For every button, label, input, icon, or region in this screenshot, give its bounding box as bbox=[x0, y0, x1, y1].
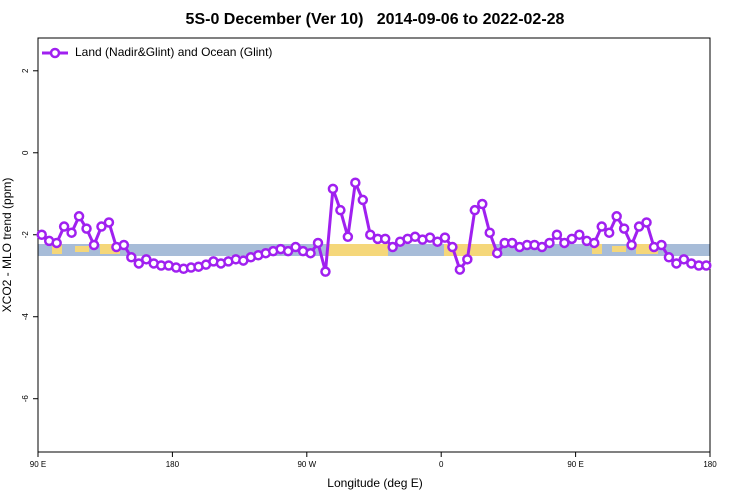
data-point bbox=[656, 239, 667, 251]
data-point bbox=[36, 229, 47, 241]
data-point bbox=[566, 233, 578, 245]
data-point bbox=[96, 221, 107, 232]
data-point bbox=[342, 231, 354, 243]
data-point bbox=[618, 223, 630, 234]
data-point bbox=[477, 198, 488, 210]
x-tick-label: 90 W bbox=[297, 460, 316, 469]
data-point bbox=[663, 252, 675, 263]
data-point bbox=[282, 245, 294, 257]
data-point bbox=[133, 258, 145, 269]
x-tick-label: 90 E bbox=[30, 460, 46, 469]
data-point bbox=[462, 254, 473, 265]
data-point bbox=[379, 233, 391, 245]
data-point bbox=[350, 177, 361, 188]
data-point bbox=[641, 217, 652, 228]
data-point bbox=[365, 229, 376, 241]
data-point bbox=[454, 264, 466, 275]
data-point bbox=[551, 229, 563, 241]
data-point bbox=[596, 221, 607, 232]
y-tick-label: -4 bbox=[21, 313, 30, 321]
data-point bbox=[574, 229, 585, 241]
data-point bbox=[126, 252, 137, 263]
plot-frame bbox=[37, 37, 711, 453]
data-point bbox=[469, 204, 481, 216]
data-point bbox=[66, 227, 77, 238]
y-axis-label: XCO2 - MLO trend (ppm) bbox=[0, 178, 14, 313]
data-point bbox=[141, 254, 152, 265]
data-point bbox=[327, 183, 339, 195]
data-point bbox=[320, 266, 331, 277]
data-point bbox=[51, 237, 62, 249]
data-point bbox=[559, 237, 570, 249]
data-point bbox=[58, 221, 70, 232]
data-point bbox=[81, 223, 92, 234]
data-point bbox=[424, 232, 436, 243]
y-tick-label: -2 bbox=[21, 231, 30, 239]
data-point bbox=[103, 217, 115, 228]
data-point bbox=[290, 241, 301, 253]
data-point bbox=[603, 227, 615, 238]
data-point bbox=[439, 232, 451, 243]
data-point bbox=[432, 236, 443, 247]
x-tick-label: 90 E bbox=[567, 460, 583, 469]
legend-marker bbox=[49, 47, 61, 59]
data-point bbox=[633, 221, 645, 232]
legend-label: Land (Nadir&Glint) and Ocean (Glint) bbox=[75, 45, 272, 59]
data-point bbox=[626, 239, 637, 251]
x-tick-label: 180 bbox=[703, 460, 717, 469]
data-point bbox=[312, 237, 324, 249]
chart-title: 5S-0 December (Ver 10) 2014-09-06 to 202… bbox=[186, 11, 565, 28]
data-point bbox=[88, 239, 100, 251]
y-tick-label: 2 bbox=[21, 68, 30, 73]
x-tick-label: 0 bbox=[439, 460, 444, 469]
data-point bbox=[678, 254, 690, 265]
x-tick-label: 180 bbox=[166, 460, 180, 469]
data-point bbox=[544, 237, 555, 249]
data-point bbox=[118, 239, 130, 251]
data-point bbox=[447, 241, 458, 253]
data-point bbox=[357, 194, 369, 206]
data-point bbox=[387, 241, 398, 253]
data-point bbox=[506, 237, 518, 249]
y-tick-label: 0 bbox=[21, 150, 30, 155]
data-point bbox=[611, 211, 622, 222]
data-point bbox=[491, 247, 503, 259]
data-point bbox=[305, 247, 316, 259]
data-point bbox=[671, 258, 682, 269]
data-point bbox=[335, 204, 346, 216]
y-tick-label: -6 bbox=[21, 395, 30, 403]
legend: Land (Nadir&Glint) and Ocean (Glint) bbox=[42, 45, 272, 59]
data-point bbox=[589, 237, 600, 249]
x-axis-label: Longitude (deg E) bbox=[327, 476, 422, 490]
data-point bbox=[536, 241, 548, 253]
data-point bbox=[484, 227, 495, 238]
data-point bbox=[701, 260, 712, 271]
data-point bbox=[73, 211, 85, 222]
